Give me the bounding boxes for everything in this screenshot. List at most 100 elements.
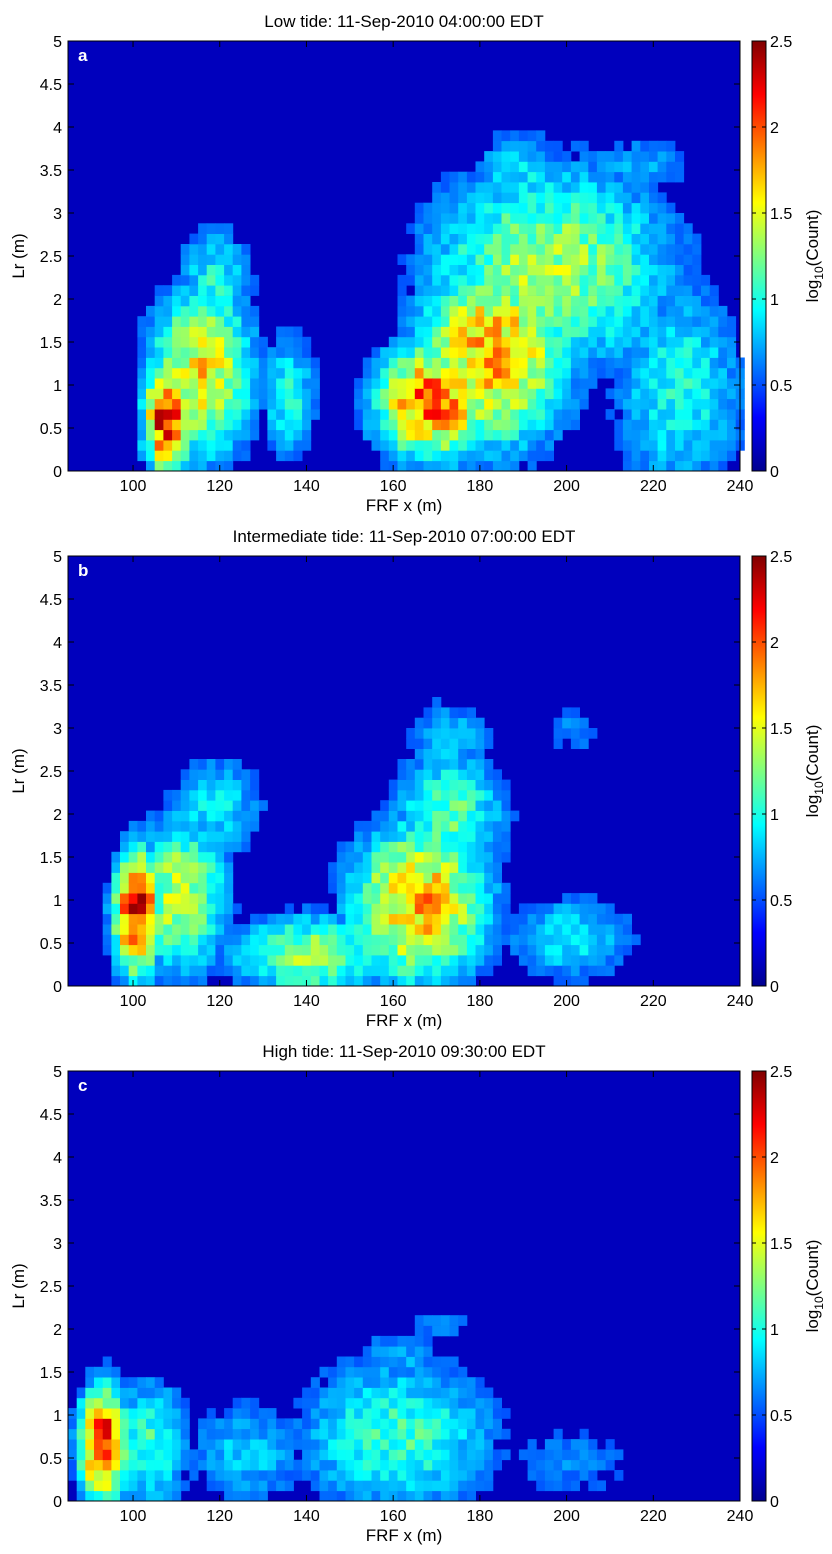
heatmap-cell [276,388,286,400]
heatmap-cell [371,1346,381,1357]
heatmap-cell [406,800,416,811]
heatmap-cell [458,378,468,389]
heatmap-cell [284,398,294,410]
heatmap-cell [380,347,390,358]
heatmap-cell [449,192,459,204]
heatmap-cell [250,398,260,410]
heatmap-cell [440,357,450,369]
heatmap-cell [536,285,546,296]
heatmap-cell [163,913,173,925]
heatmap-cell [423,903,433,915]
heatmap-cell [631,336,641,348]
heatmap-cell [527,460,537,472]
heatmap-cell [362,1356,372,1368]
heatmap-cell [371,1397,381,1409]
heatmap-cell [189,367,199,379]
heatmap-cell [146,1459,156,1471]
heatmap-cell [614,367,624,379]
heatmap-cell [579,357,589,369]
heatmap-cell [631,213,641,224]
heatmap-cell [76,1418,86,1430]
heatmap-cell [458,244,468,255]
heatmap-cell [206,378,216,389]
heatmap-cell [232,388,242,400]
heatmap-cell [241,934,251,946]
heatmap-cell [406,1480,416,1492]
heatmap-cell [189,326,199,338]
heatmap-cell [458,440,468,451]
heatmap-cell [414,975,424,987]
heatmap-cell [622,924,632,935]
heatmap-cell [362,357,372,369]
heatmap-cell [198,903,208,915]
heatmap-cell [232,831,242,842]
heatmap-cell [440,254,450,265]
heatmap-cell [501,388,511,400]
heatmap-cell [336,1480,346,1492]
heatmap-cell [432,759,442,770]
heatmap-cell [180,285,190,296]
heatmap-cell [206,336,216,348]
heatmap-cell [406,1459,416,1471]
heatmap-cell [172,841,182,853]
panel-label: b [78,561,88,580]
heatmap-cell [475,419,485,431]
heatmap-cell [380,1439,390,1450]
heatmap-cell [614,347,624,358]
heatmap-cell [414,316,424,327]
heatmap-cell [206,357,216,369]
heatmap-cell [727,367,737,379]
heatmap-cell [492,192,502,204]
heatmap-cell [137,975,147,987]
heatmap-cell [449,934,459,946]
heatmap-cell [215,841,225,853]
heatmap-cell [666,140,676,152]
heatmap-cell [570,202,580,214]
heatmap-cell [544,264,554,276]
x-tick-label: 160 [380,1508,407,1525]
heatmap-cell [536,934,546,946]
heatmap-cell [146,924,156,935]
heatmap-cell [102,913,112,925]
heatmap-cell [397,789,407,801]
heatmap-cell [224,841,234,853]
heatmap-cell [120,903,130,915]
heatmap-cell [189,851,199,863]
heatmap-cell [215,903,225,915]
heatmap-cell [267,419,277,431]
heatmap-cell [128,1470,138,1481]
heatmap-cell [536,316,546,327]
heatmap-cell [562,295,572,307]
heatmap-cell [154,934,164,946]
heatmap-cell [310,1397,320,1409]
heatmap-cell [414,810,424,822]
heatmap-cell [649,213,659,224]
heatmap-cell [224,305,234,317]
heatmap-cell [206,800,216,811]
heatmap-cell [388,841,398,853]
heatmap-cell [224,378,234,389]
heatmap-cell [250,1397,260,1409]
heatmap-cell [189,893,199,904]
heatmap-cell [354,955,364,966]
heatmap-cell [371,810,381,822]
heatmap-cell [94,1418,104,1430]
heatmap-cell [224,460,234,472]
heatmap-cell [423,305,433,317]
heatmap-cell [319,1418,329,1430]
heatmap-cell [406,1449,416,1461]
panel-label: a [78,46,88,65]
heatmap-cell [527,316,537,327]
heatmap-cell [345,1459,355,1471]
heatmap-cell [544,316,554,327]
heatmap-cell [137,820,147,832]
heatmap-cell [527,440,537,451]
heatmap-cell [137,893,147,904]
heatmap-cell [380,440,390,451]
heatmap-cell [284,1418,294,1430]
heatmap-cell [423,223,433,234]
heatmap-cell [492,944,502,956]
heatmap-cell [215,244,225,255]
heatmap-cell [536,336,546,348]
heatmap-cell [553,151,563,162]
